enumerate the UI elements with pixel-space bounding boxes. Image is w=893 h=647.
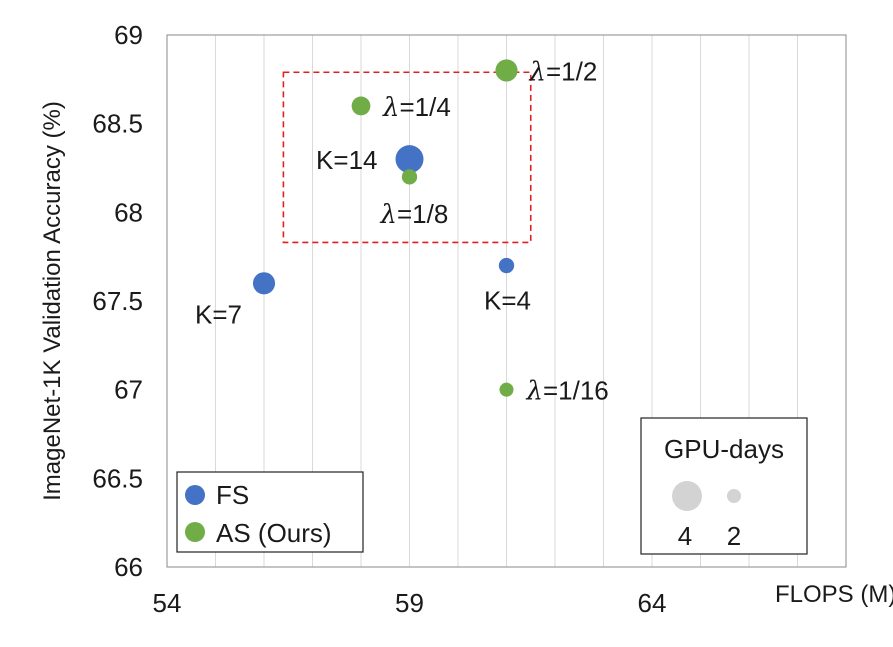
legend-as-swatch <box>185 522 205 542</box>
x-tick-label: 64 <box>638 588 667 618</box>
lambda-value: =1/2 <box>546 56 597 86</box>
gpu-days-legend-title: GPU-days <box>664 434 784 464</box>
tick-labels: 66 66.5 67 67.5 68 68.5 69 54 59 64 <box>92 20 666 618</box>
x-axis-title: FLOPS (M) <box>775 581 893 608</box>
fs-point-1 <box>395 145 424 174</box>
data-points <box>252 59 518 397</box>
series-legend-box <box>176 471 364 553</box>
series-legend: FS AS (Ours) <box>176 471 364 553</box>
x-tick-label: 54 <box>153 588 182 618</box>
fs-point-label-2: K=7 <box>195 299 242 329</box>
y-axis-title: ImageNet-1K Validation Accuracy (%) <box>39 101 66 501</box>
as-point-label-3: λ=1/8 <box>380 199 449 230</box>
y-tick-label: 66 <box>114 552 143 582</box>
fs-point-label-1: K=14 <box>316 145 377 175</box>
highlight-box <box>282 71 532 244</box>
as-point-1 <box>495 59 518 82</box>
y-tick-label: 68.5 <box>92 109 143 139</box>
as-point-2 <box>351 96 371 116</box>
legend-fs-swatch <box>185 485 205 505</box>
lambda-value: =1/4 <box>399 92 450 122</box>
legend-as-label: AS (Ours) <box>216 518 332 548</box>
gpu-days-4-label: 4 <box>678 521 692 551</box>
x-tick-label: 59 <box>395 588 424 618</box>
as-point-label-2: λ=1/4 <box>382 92 451 123</box>
lambda-symbol: λ <box>382 93 399 123</box>
as-point-4 <box>499 382 514 397</box>
gpu-days-4-swatch <box>672 481 702 511</box>
lambda-symbol: λ <box>380 200 397 230</box>
as-point-3 <box>401 169 418 185</box>
lambda-symbol: λ <box>529 57 546 87</box>
fs-point-label-3: K=4 <box>484 286 531 316</box>
y-tick-label: 66.5 <box>92 463 143 493</box>
y-tick-label: 69 <box>114 20 143 50</box>
lambda-value: =1/8 <box>397 199 448 229</box>
y-tick-label: 68 <box>114 197 143 227</box>
gpu-days-legend: GPU-days 4 2 <box>640 417 808 555</box>
lambda-value: =1/16 <box>543 376 609 406</box>
fs-point-2 <box>252 272 276 295</box>
as-point-label-1: λ=1/2 <box>529 56 598 87</box>
gpu-days-2-swatch <box>727 489 741 503</box>
lambda-symbol: λ <box>526 377 543 407</box>
fs-point-3 <box>498 257 515 274</box>
point-labels: K=14K=7 K=4λ=1/2λ=1/4λ=1/8λ=1/16 <box>195 56 609 406</box>
plot-frame <box>166 34 847 568</box>
legend-fs-label: FS <box>216 480 249 510</box>
gpu-days-2-label: 2 <box>727 521 741 551</box>
y-tick-label: 67.5 <box>92 286 143 316</box>
y-tick-label: 67 <box>114 375 143 405</box>
gpu-days-legend-box <box>640 417 808 555</box>
as-point-label-4: λ=1/16 <box>526 376 609 407</box>
